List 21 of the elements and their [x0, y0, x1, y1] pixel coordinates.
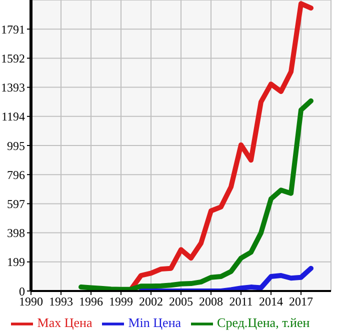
- y-tick-label: 1592: [1, 51, 25, 66]
- legend-label: Min Цена: [128, 314, 182, 330]
- x-tick-label: 2008: [199, 294, 223, 309]
- y-tick-label: 796: [7, 168, 25, 182]
- x-tick-label: 2005: [169, 294, 193, 309]
- y-tick-label: 398: [7, 226, 25, 240]
- y-tick-label: 597: [7, 196, 25, 211]
- legend-label: Max Цена: [37, 314, 92, 330]
- y-tick-label: 1194: [1, 110, 25, 124]
- x-tick-label: 1993: [49, 294, 73, 309]
- y-tick-label: 1393: [1, 80, 25, 95]
- x-tick-label: 1996: [79, 294, 103, 309]
- y-tick-label: 995: [7, 138, 25, 153]
- y-tick-label: 1791: [1, 22, 25, 36]
- x-tick-label: 1999: [109, 294, 133, 309]
- x-tick-label: 2002: [139, 294, 163, 309]
- x-tick-label: 2014: [259, 294, 283, 309]
- x-tick-label: 2017: [289, 294, 313, 309]
- x-tick-label: 2011: [229, 294, 253, 309]
- legend-label: Сред.Цена, т.йен: [217, 314, 310, 330]
- y-tick-label: 199: [7, 255, 25, 270]
